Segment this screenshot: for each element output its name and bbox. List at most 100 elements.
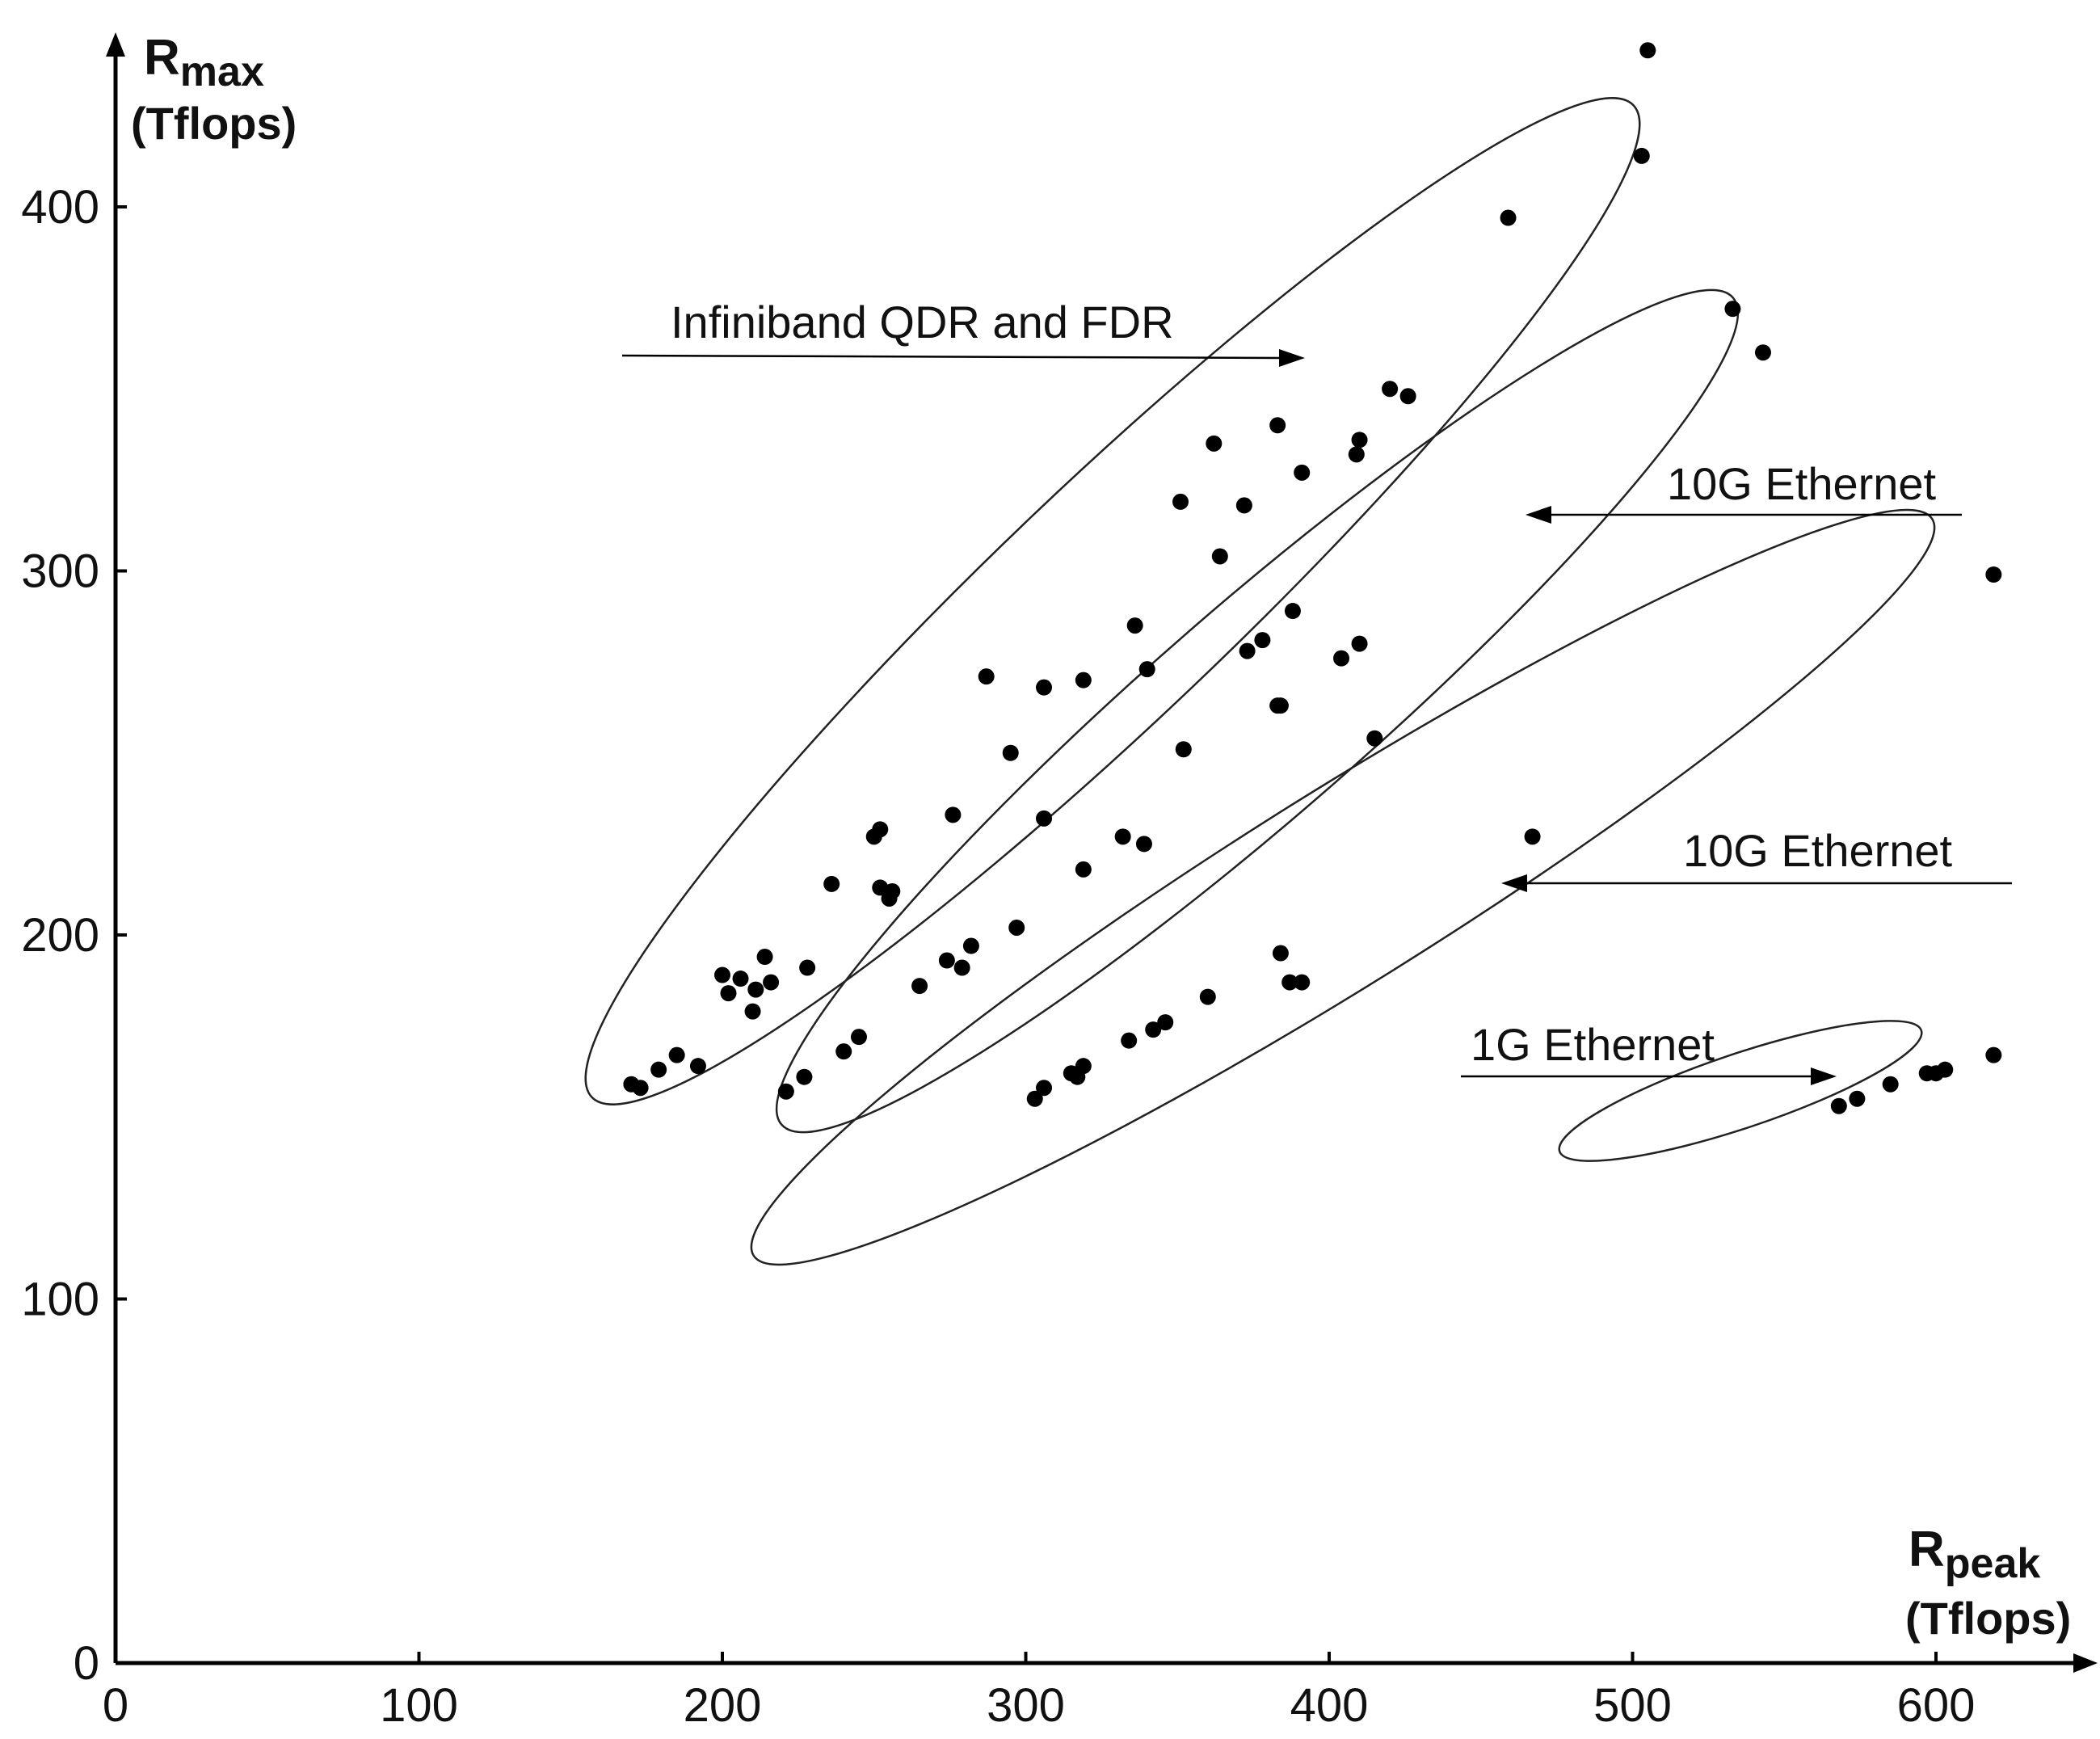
x-tick-label: 100	[380, 1679, 458, 1732]
data-point	[945, 806, 962, 823]
y-axis-title-main: R	[144, 30, 180, 86]
arrow-10g-upper-head	[1526, 506, 1551, 524]
arrow-infiniband-head	[1279, 349, 1305, 367]
data-point	[1254, 632, 1271, 649]
data-point	[1284, 603, 1301, 620]
x-tick-label: 300	[987, 1679, 1065, 1732]
data-point	[1333, 650, 1350, 667]
data-point	[1157, 1014, 1174, 1031]
data-point	[1754, 344, 1771, 361]
arrow-infiniband	[621, 354, 1281, 360]
y-tick-label: 400	[21, 181, 99, 234]
data-point	[1633, 147, 1650, 164]
data-point	[1211, 548, 1228, 565]
data-point	[1002, 744, 1019, 761]
data-point	[884, 882, 901, 899]
data-point	[978, 668, 995, 685]
x-tick-label: 0	[103, 1679, 128, 1732]
data-point	[962, 937, 979, 954]
y-tick-label: 0	[74, 1637, 99, 1690]
data-point	[1121, 1032, 1138, 1049]
data-point	[1135, 836, 1152, 853]
data-point	[1639, 42, 1656, 59]
data-point	[632, 1080, 649, 1097]
data-point	[872, 879, 889, 896]
data-point	[1830, 1097, 1847, 1114]
data-point	[1985, 1046, 2002, 1063]
x-tick-label: 400	[1290, 1679, 1369, 1732]
data-point	[1937, 1061, 1954, 1078]
data-point	[938, 952, 955, 969]
x-axis-arrow	[2073, 1653, 2098, 1673]
y-tick-label: 100	[21, 1274, 99, 1326]
y-ticks: 0 100 200 300 400	[21, 181, 127, 1690]
ellipse-infiniband	[584, 97, 1641, 1105]
data-point	[1075, 1058, 1092, 1075]
data-point	[953, 959, 970, 976]
data-point	[1724, 301, 1741, 318]
data-point	[1351, 635, 1368, 652]
data-point	[1235, 497, 1252, 514]
data-point	[1882, 1076, 1899, 1093]
data-point	[1985, 566, 2002, 583]
data-point	[1138, 661, 1155, 678]
data-point	[1272, 697, 1289, 714]
data-point	[747, 981, 764, 998]
arrow-1g-head	[1811, 1067, 1837, 1085]
data-point	[796, 1068, 813, 1085]
data-point	[777, 1083, 794, 1100]
svg-text:Rpeak: Rpeak	[1909, 1522, 2040, 1587]
x-axis-title-main: R	[1909, 1522, 1945, 1577]
data-point	[650, 1061, 667, 1078]
ellipse-10g-ethernet-lower	[750, 508, 1936, 1266]
x-tick-label: 500	[1593, 1679, 1672, 1732]
data-point	[1269, 417, 1286, 434]
data-point	[720, 985, 737, 1002]
data-point	[1126, 617, 1143, 634]
data-point	[732, 971, 749, 987]
y-axis-title-sub: max	[180, 48, 264, 95]
data-point	[1114, 828, 1131, 845]
data-point	[1272, 945, 1289, 962]
data-point	[1239, 642, 1256, 659]
y-axis-title: Rmax (Tflops)	[131, 30, 297, 149]
data-point	[1524, 828, 1541, 845]
data-point	[1075, 672, 1092, 688]
data-point	[799, 959, 816, 976]
data-point	[1145, 1021, 1162, 1038]
data-point	[835, 1043, 852, 1060]
label-10g-ethernet-upper: 10G Ethernet	[1667, 458, 1937, 509]
data-point	[1199, 988, 1216, 1005]
data-point	[1008, 919, 1025, 936]
data-point	[823, 875, 840, 892]
x-axis-title-sub: peak	[1945, 1540, 2041, 1587]
ellipse-10g-ethernet-upper	[775, 288, 1740, 1134]
data-point	[911, 978, 928, 995]
data-point	[1172, 493, 1189, 510]
data-point	[744, 1003, 761, 1020]
data-point	[1026, 1090, 1043, 1107]
data-point	[872, 821, 889, 838]
data-point	[1348, 446, 1365, 463]
data-point	[1849, 1090, 1866, 1107]
label-infiniband: Infiniband QDR and FDR	[671, 297, 1174, 347]
x-tick-label: 200	[684, 1679, 762, 1732]
data-point	[850, 1029, 867, 1046]
x-axis-title: Rpeak (Tflops)	[1905, 1522, 2071, 1644]
data-point	[1351, 432, 1368, 448]
data-point	[1500, 209, 1517, 226]
data-point	[1036, 1080, 1053, 1097]
data-point	[1294, 974, 1311, 991]
y-axis-arrow	[106, 32, 125, 57]
data-point	[1399, 388, 1416, 405]
ellipse-1g-ethernet	[1558, 1020, 1923, 1162]
x-tick-label: 600	[1897, 1679, 1976, 1732]
data-point	[1075, 861, 1092, 878]
x-ticks: 0 100 200 300 400 500 600	[103, 1652, 1976, 1732]
arrow-10g-lower-head	[1501, 874, 1527, 892]
data-point	[1294, 464, 1311, 481]
label-1g-ethernet: 1G Ethernet	[1471, 1019, 1715, 1070]
y-tick-label: 200	[21, 909, 99, 962]
